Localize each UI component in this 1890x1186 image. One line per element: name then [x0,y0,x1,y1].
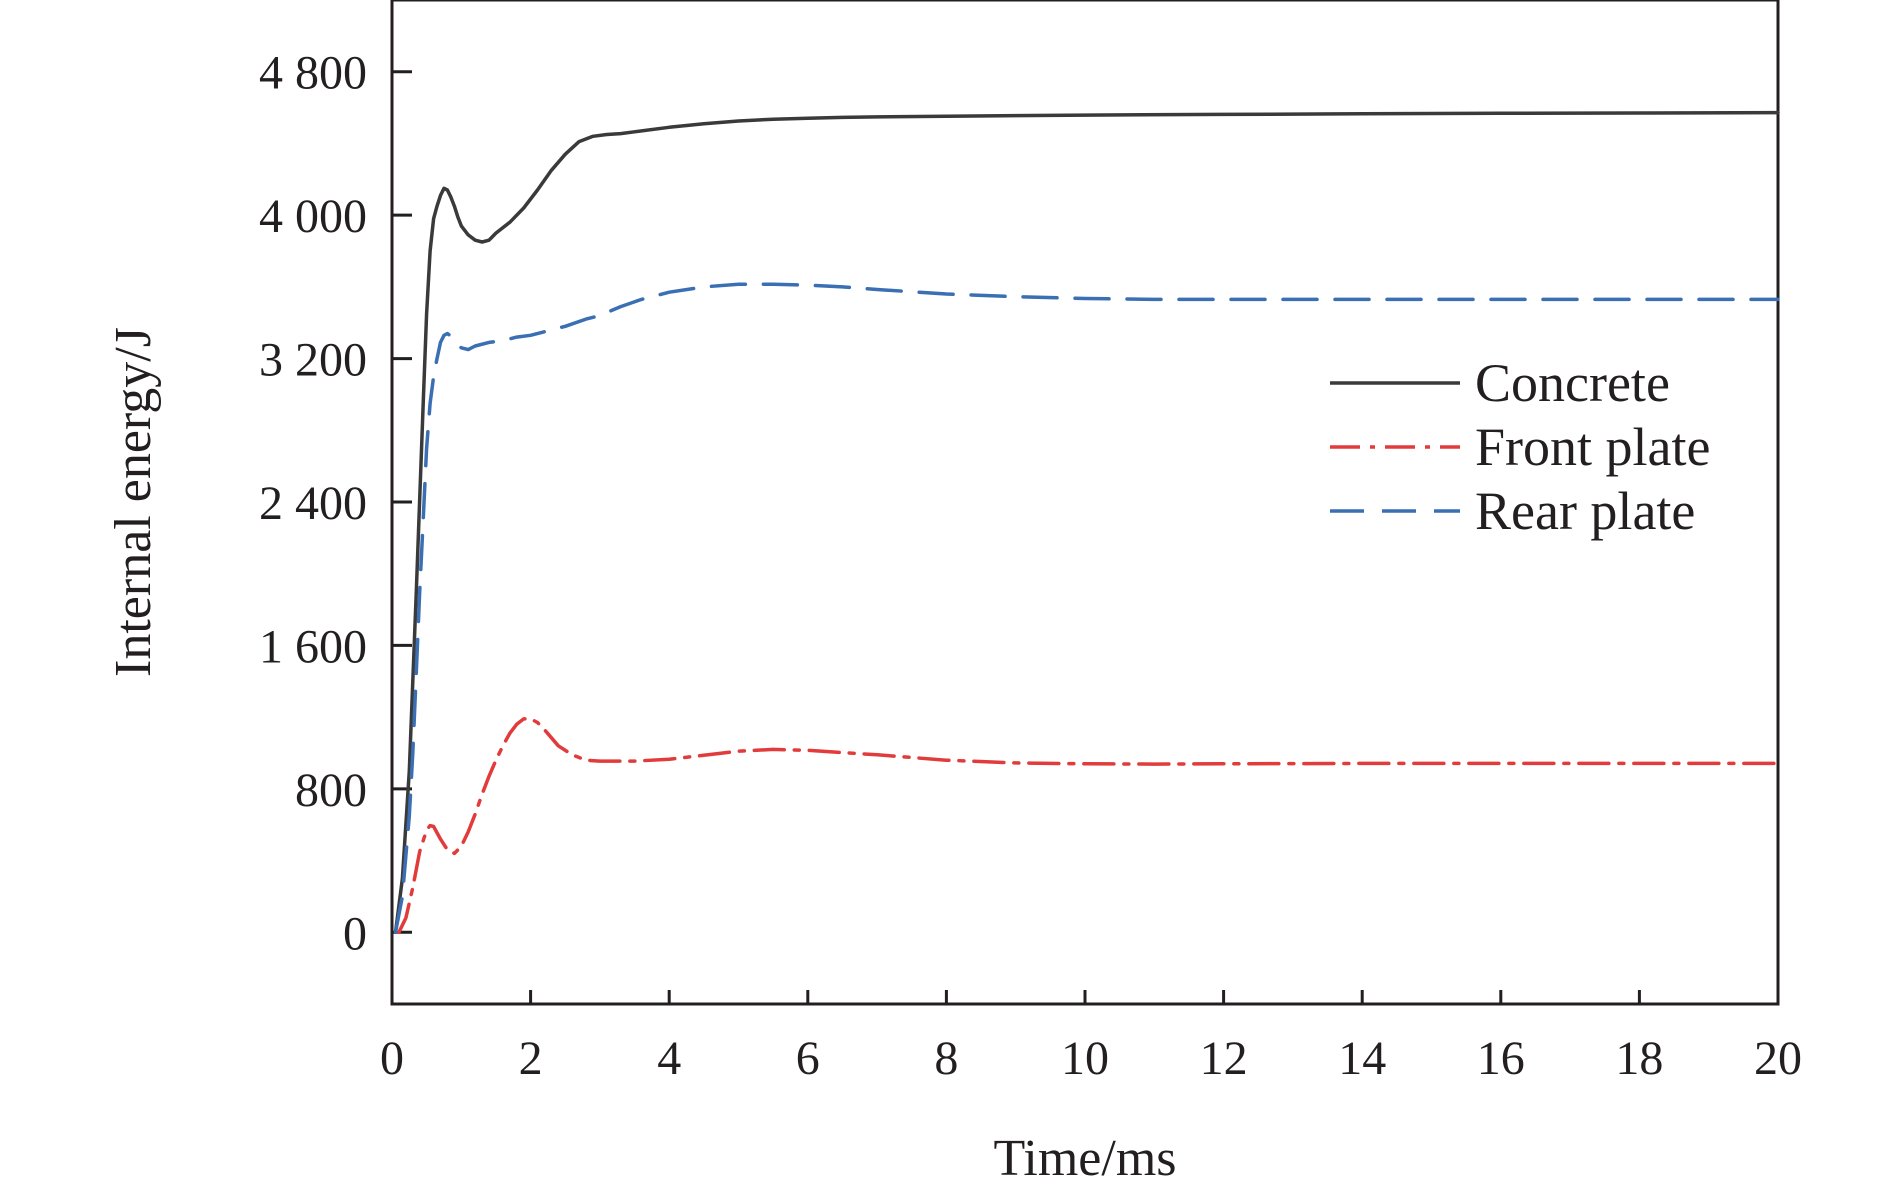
x-tick-label: 2 [519,1032,543,1085]
y-tick-label: 4 000 [259,190,367,243]
series-line-concrete [393,110,1780,935]
series-line-front-plate [397,717,1780,935]
x-tick-label: 20 [1754,1032,1802,1085]
x-tick-label: 4 [657,1032,681,1085]
y-tick-label: 2 400 [259,477,367,530]
y-axis-ticks: 0 800 1 600 2 400 3 200 4 000 4 800 [259,47,412,960]
legend-label-concrete: Concrete [1475,353,1670,413]
y-tick-label: 0 [343,907,367,960]
series-line-rear-plate [393,282,1780,935]
y-tick-label: 1 600 [259,620,367,673]
legend: Concrete Front plate Rear plate [1330,353,1710,541]
x-axis-ticks: 0 2 4 6 8 10 12 14 16 18 20 [380,990,1802,1085]
x-tick-label: 16 [1477,1032,1525,1085]
y-tick-label: 3 200 [259,334,367,387]
x-axis-title: Time/ms [993,1130,1176,1186]
x-tick-label: 10 [1061,1032,1109,1085]
series-lines [393,110,1780,935]
legend-label-rear-plate: Rear plate [1475,481,1695,541]
x-tick-label: 14 [1338,1032,1386,1085]
x-tick-label: 8 [934,1032,958,1085]
x-tick-label: 18 [1615,1032,1663,1085]
y-axis-title: Internal energy/J [105,327,162,677]
y-tick-label: 4 800 [259,47,367,100]
y-tick-label: 800 [295,764,367,817]
x-tick-label: 0 [380,1032,404,1085]
x-tick-label: 6 [796,1032,820,1085]
x-tick-label: 12 [1200,1032,1248,1085]
legend-label-front-plate: Front plate [1475,417,1710,477]
